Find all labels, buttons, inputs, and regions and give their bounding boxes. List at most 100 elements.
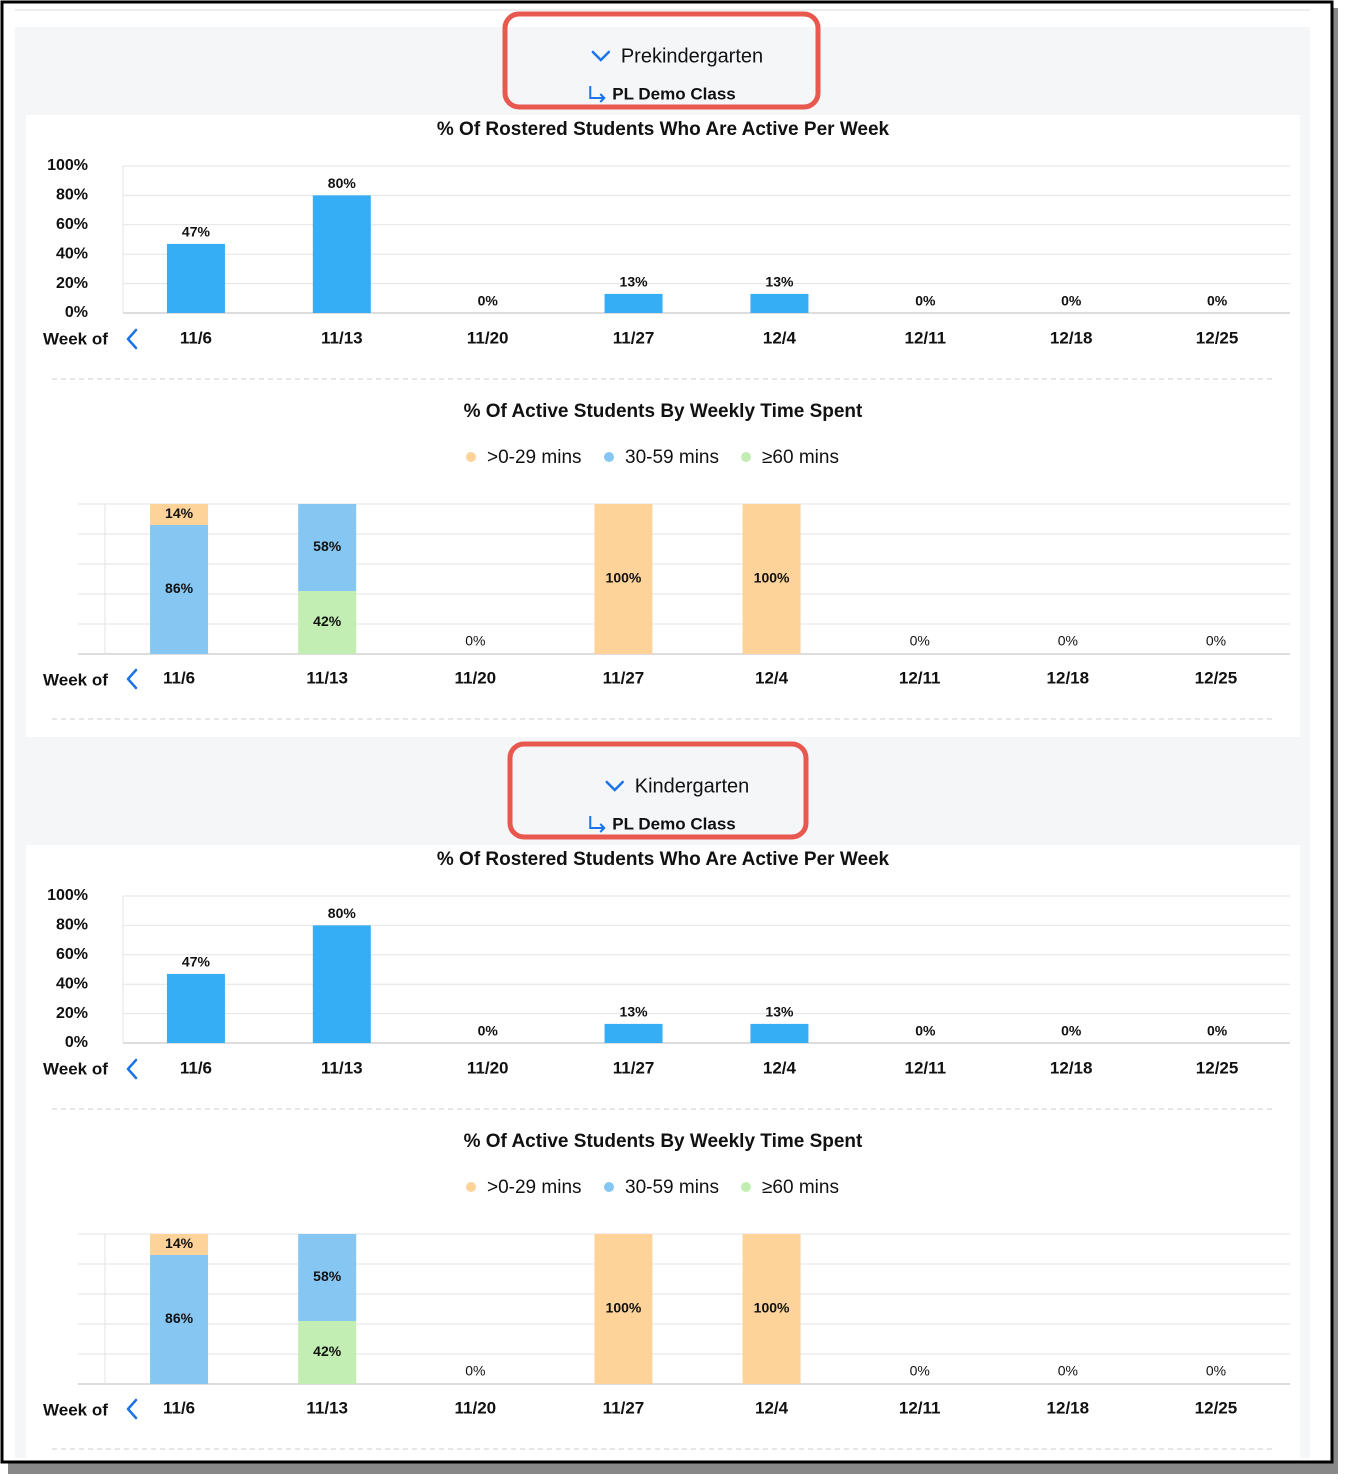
bar[interactable]	[750, 1023, 809, 1043]
legend-label[interactable]: 30-59 mins	[625, 1177, 719, 1198]
x-tick-label[interactable]: 12/11	[899, 668, 941, 687]
chevron-left[interactable]	[126, 328, 138, 350]
x-tick-label[interactable]: 11/6	[180, 1058, 212, 1077]
x-tick-label[interactable]: 11/13	[306, 668, 348, 687]
bar[interactable]	[604, 293, 663, 313]
x-tick-label[interactable]: 12/11	[899, 1398, 941, 1417]
group-title[interactable]: Prekindergarten	[621, 45, 763, 67]
highlight-box	[507, 741, 809, 840]
data-label: 13%	[765, 274, 794, 290]
legend-dot[interactable]	[466, 1182, 476, 1192]
bar[interactable]	[604, 1023, 663, 1043]
x-axis-label: Week of	[43, 329, 108, 348]
x-tick-label[interactable]: 12/18	[1047, 1398, 1090, 1417]
legend-label[interactable]: ≥60 mins	[762, 1177, 839, 1198]
bar-segment[interactable]	[742, 1234, 801, 1384]
group-title[interactable]: Kindergarten	[635, 775, 750, 797]
x-tick-label[interactable]: 12/4	[763, 1058, 797, 1077]
group-subtitle[interactable]: PL Demo Class	[612, 84, 735, 103]
x-tick-label[interactable]: 11/13	[306, 1398, 348, 1417]
y-tick-label: 100%	[47, 157, 88, 174]
x-tick-label[interactable]: 11/20	[455, 668, 497, 687]
bar[interactable]	[312, 195, 371, 313]
bar-segment[interactable]	[150, 525, 209, 654]
legend-dot[interactable]	[741, 1182, 751, 1192]
legend-dot[interactable]	[604, 452, 614, 462]
x-tick-label[interactable]: 12/4	[755, 668, 789, 687]
x-tick-label[interactable]: 12/18	[1047, 668, 1090, 687]
x-tick-label[interactable]: 11/6	[163, 1398, 195, 1417]
legend-label[interactable]: 30-59 mins	[625, 447, 719, 468]
data-label: 0%	[910, 1363, 930, 1379]
data-label: 42%	[313, 1343, 342, 1359]
chevron-left[interactable]	[126, 668, 138, 690]
bar-segment[interactable]	[150, 1234, 209, 1255]
y-tick-label: 0%	[65, 304, 88, 321]
y-tick-label: 80%	[56, 917, 88, 934]
bar[interactable]	[166, 973, 225, 1043]
x-tick-label[interactable]: 12/18	[1050, 1058, 1093, 1077]
x-tick-label[interactable]: 11/20	[467, 328, 509, 347]
x-tick-label[interactable]: 11/27	[613, 328, 655, 347]
x-tick-label[interactable]: 11/13	[321, 328, 363, 347]
x-tick-label[interactable]: 12/18	[1050, 328, 1093, 347]
legend-dot[interactable]	[466, 452, 476, 462]
bar-segment[interactable]	[150, 1255, 209, 1384]
x-tick-label[interactable]: 11/13	[321, 1058, 363, 1077]
data-label: 0%	[915, 1023, 936, 1039]
data-label: 13%	[620, 274, 649, 290]
data-label: 100%	[754, 1300, 790, 1316]
x-tick-label[interactable]: 12/4	[763, 328, 797, 347]
chevron-left[interactable]	[126, 1398, 138, 1420]
x-tick-label[interactable]: 11/27	[603, 668, 645, 687]
data-label: 14%	[165, 505, 194, 521]
bar-segment[interactable]	[742, 504, 801, 654]
data-label: 0%	[1206, 1363, 1226, 1379]
bar-segment[interactable]	[298, 504, 357, 591]
group-subtitle[interactable]: PL Demo Class	[612, 814, 735, 833]
x-tick-label[interactable]: 11/20	[455, 1398, 497, 1417]
bar[interactable]	[312, 925, 371, 1043]
bar-segment[interactable]	[298, 1234, 357, 1321]
bar-segment[interactable]	[150, 504, 209, 525]
x-tick-label[interactable]: 12/25	[1196, 1058, 1239, 1077]
bar-segment[interactable]	[594, 504, 653, 654]
data-label: 100%	[754, 570, 790, 586]
legend-dot[interactable]	[604, 1182, 614, 1192]
data-label: 86%	[165, 1310, 194, 1326]
x-tick-label[interactable]: 12/4	[755, 1398, 789, 1417]
bar[interactable]	[750, 293, 809, 313]
y-tick-label: 40%	[56, 245, 88, 262]
legend-label[interactable]: ≥60 mins	[762, 447, 839, 468]
x-tick-label[interactable]: 12/11	[905, 1058, 947, 1077]
x-tick-label[interactable]: 12/25	[1196, 328, 1239, 347]
x-tick-label[interactable]: 11/6	[163, 668, 195, 687]
chart-title: % Of Active Students By Weekly Time Spen…	[464, 1131, 863, 1152]
data-label: 14%	[165, 1235, 194, 1251]
data-label: 0%	[1058, 633, 1078, 649]
x-tick-label[interactable]: 11/27	[613, 1058, 655, 1077]
legend-label[interactable]: >0-29 mins	[487, 447, 582, 468]
expand-chevron[interactable]	[591, 50, 611, 62]
bar[interactable]	[166, 243, 225, 313]
bar-segment[interactable]	[298, 591, 357, 654]
data-label: 47%	[182, 224, 211, 240]
x-tick-label[interactable]: 11/27	[603, 1398, 645, 1417]
y-tick-label: 0%	[65, 1034, 88, 1051]
data-label: 100%	[606, 570, 642, 586]
chart-title: % Of Rostered Students Who Are Active Pe…	[437, 849, 890, 870]
x-tick-label[interactable]: 12/25	[1195, 1398, 1238, 1417]
x-tick-label[interactable]: 11/20	[467, 1058, 509, 1077]
x-tick-label[interactable]: 11/6	[180, 328, 212, 347]
x-tick-label[interactable]: 12/11	[905, 328, 947, 347]
expand-chevron[interactable]	[605, 780, 624, 792]
chevron-left[interactable]	[126, 1058, 138, 1080]
bar-segment[interactable]	[594, 1234, 653, 1384]
legend-dot[interactable]	[741, 452, 751, 462]
bar-segment[interactable]	[298, 1321, 357, 1384]
x-tick-label[interactable]: 12/25	[1195, 668, 1238, 687]
sub-arrow	[589, 816, 606, 833]
data-label: 0%	[465, 633, 485, 649]
legend-label[interactable]: >0-29 mins	[487, 1177, 582, 1198]
